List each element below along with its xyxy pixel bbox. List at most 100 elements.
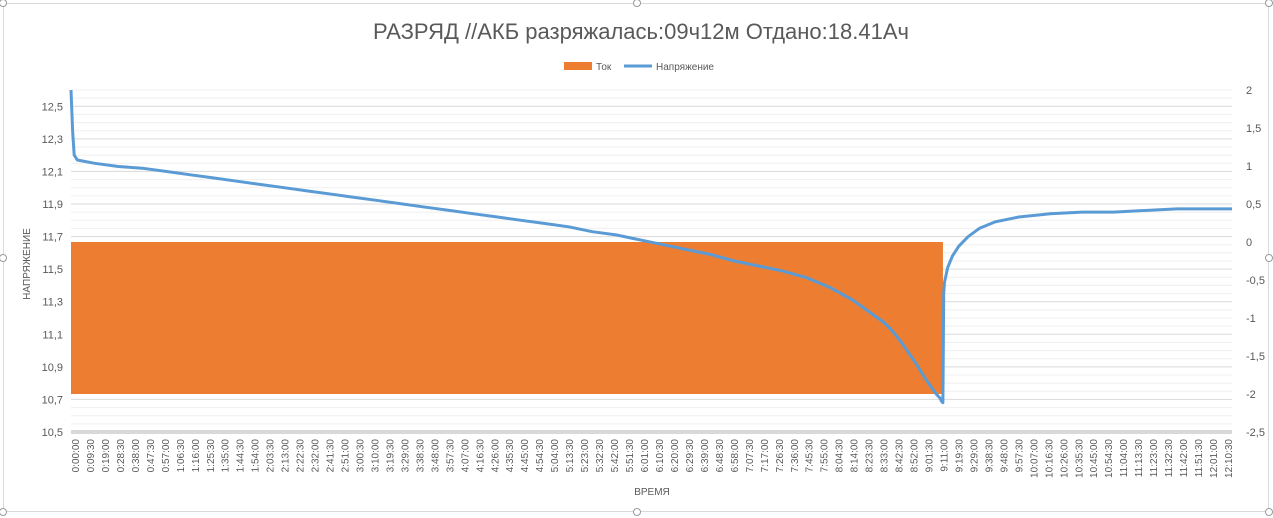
x-tick-label: 2:51:00 bbox=[341, 439, 352, 473]
x-tick-label: 10:54:30 bbox=[1104, 439, 1115, 478]
x-tick-label: 6:58:00 bbox=[730, 439, 741, 473]
y-right-tick-label: 0 bbox=[1246, 237, 1252, 249]
x-tick-label: 9:11:00 bbox=[940, 439, 951, 472]
y-right-tick-label: 1,5 bbox=[1246, 123, 1261, 135]
y-left-tick-label: 11,5 bbox=[42, 264, 63, 276]
x-tick-label: 11:32:30 bbox=[1164, 439, 1175, 478]
chart-svg: РАЗРЯД //АКБ разряжалась:09ч12м Отдано:1… bbox=[22, 19, 1265, 498]
legend: Ток Напряжение bbox=[564, 62, 714, 73]
x-tick-label: 5:32:30 bbox=[595, 439, 606, 473]
x-tick-label: 10:07:00 bbox=[1029, 439, 1040, 478]
voltage-series bbox=[69, 89, 1232, 405]
y-axis-right: -2,5 -2 -1,5 -1 -0,5 0 0,5 1 1,5 2 bbox=[1246, 85, 1265, 439]
x-tick-label: 8:04:30 bbox=[835, 439, 846, 473]
y-right-tick-label: -2,5 bbox=[1246, 427, 1265, 439]
x-tick-label: 8:52:00 bbox=[910, 439, 921, 473]
y-right-tick-label: 2 bbox=[1246, 85, 1252, 97]
x-tick-label: 8:33:00 bbox=[880, 439, 891, 473]
x-tick-label: 7:26:30 bbox=[775, 439, 786, 473]
x-tick-label: 4:16:30 bbox=[475, 439, 486, 473]
x-tick-label: 5:13:30 bbox=[565, 439, 576, 473]
x-tick-label: 9:57:30 bbox=[1014, 439, 1025, 473]
x-axis-title: ВРЕМЯ bbox=[634, 487, 670, 498]
resize-handle-top-right[interactable] bbox=[1265, 0, 1273, 7]
x-tick-label: 3:10:00 bbox=[371, 439, 382, 473]
x-tick-label: 10:35:30 bbox=[1074, 439, 1085, 478]
x-tick-label: 7:07:30 bbox=[745, 439, 756, 473]
x-tick-label: 11:23:00 bbox=[1149, 439, 1160, 478]
x-tick-label: 9:29:00 bbox=[969, 439, 980, 473]
x-tick-label: 3:48:00 bbox=[430, 439, 441, 473]
x-tick-label: 11:51:30 bbox=[1194, 439, 1205, 478]
y-right-tick-label: -0,5 bbox=[1246, 275, 1265, 287]
y-left-tick-label: 11,3 bbox=[42, 297, 63, 309]
x-tick-label: 12:01:00 bbox=[1209, 439, 1220, 478]
y-left-tick-label: 11,7 bbox=[42, 232, 63, 244]
x-tick-label: 1:35:00 bbox=[221, 439, 232, 473]
x-tick-label: 9:19:30 bbox=[955, 439, 966, 473]
x-tick-label: 3:00:30 bbox=[356, 439, 367, 473]
x-tick-label: 6:10:30 bbox=[655, 439, 666, 473]
y-right-tick-label: -1 bbox=[1246, 313, 1256, 325]
y-right-tick-label: -1,5 bbox=[1246, 351, 1265, 363]
resize-handle-top[interactable] bbox=[633, 0, 641, 7]
y-left-tick-label: 10,7 bbox=[42, 394, 63, 406]
x-tick-label: 3:29:00 bbox=[400, 439, 411, 473]
y-axis-left: 10,5 10,7 10,9 11,1 11,3 11,5 11,7 11,9 12,1 12,3… bbox=[42, 101, 63, 439]
y-left-tick-label: 12,3 bbox=[42, 134, 63, 146]
legend-label-current: Ток bbox=[596, 62, 612, 73]
x-tick-label: 7:17:00 bbox=[760, 439, 771, 473]
y-left-tick-label: 11,1 bbox=[42, 329, 63, 341]
x-tick-label: 5:51:30 bbox=[625, 439, 636, 473]
x-tick-label: 3:57:30 bbox=[445, 439, 456, 473]
x-tick-label: 7:36:00 bbox=[790, 439, 801, 473]
legend-swatch-current bbox=[564, 62, 592, 70]
x-tick-label: 0:00:00 bbox=[71, 439, 82, 473]
x-tick-label: 2:13:00 bbox=[281, 439, 292, 473]
chart-title: РАЗРЯД //АКБ разряжалась:09ч12м Отдано:1… bbox=[373, 19, 909, 44]
x-tick-label: 10:45:00 bbox=[1089, 439, 1100, 478]
resize-handle-top-left[interactable] bbox=[0, 0, 7, 7]
x-tick-label: 10:16:30 bbox=[1044, 439, 1055, 478]
x-tick-label: 1:25:30 bbox=[206, 439, 217, 473]
x-tick-label: 3:38:30 bbox=[415, 439, 426, 473]
x-tick-label: 0:19:00 bbox=[101, 439, 112, 473]
resize-handle-left[interactable] bbox=[0, 254, 7, 262]
x-tick-label: 8:42:30 bbox=[895, 439, 906, 473]
x-tick-label: 3:19:30 bbox=[386, 439, 397, 473]
x-tick-label: 5:23:00 bbox=[580, 439, 591, 473]
y-left-tick-label: 12,5 bbox=[42, 101, 63, 113]
y-right-tick-label: 1 bbox=[1246, 161, 1252, 173]
y-right-tick-label: 0,5 bbox=[1246, 199, 1261, 211]
x-tick-label: 4:45:00 bbox=[520, 439, 531, 473]
x-tick-label: 5:04:00 bbox=[550, 439, 561, 473]
x-tick-label: 6:48:30 bbox=[715, 439, 726, 473]
voltage-line bbox=[69, 89, 1232, 405]
x-axis: 0:00:00 0:09:30 0:19:00 0:28:30 0:38:00 0:47:… bbox=[71, 430, 1235, 478]
x-tick-label: 7:45:30 bbox=[805, 439, 816, 473]
resize-handle-right[interactable] bbox=[1265, 254, 1273, 262]
y-right-tick-label: -2 bbox=[1246, 389, 1256, 401]
x-tick-label: 1:44:30 bbox=[236, 439, 247, 473]
x-tick-label: 4:35:30 bbox=[505, 439, 516, 473]
x-tick-label: 2:41:30 bbox=[326, 439, 337, 473]
x-tick-label: 9:48:00 bbox=[999, 439, 1010, 473]
x-tick-label: 2:32:00 bbox=[311, 439, 322, 473]
x-tick-label: 1:54:00 bbox=[251, 439, 262, 473]
x-tick-label: 6:20:00 bbox=[670, 439, 681, 473]
x-tick-label: 12:10:30 bbox=[1224, 439, 1235, 478]
y-left-tick-label: 12,1 bbox=[42, 166, 63, 178]
x-tick-label: 5:42:00 bbox=[610, 439, 621, 473]
x-tick-label: 6:39:00 bbox=[700, 439, 711, 473]
x-tick-label: 9:01:30 bbox=[925, 439, 936, 473]
x-tick-label: 6:01:00 bbox=[640, 439, 651, 473]
y-left-tick-label: 10,5 bbox=[42, 427, 63, 439]
x-tick-label: 4:07:00 bbox=[460, 439, 471, 473]
x-tick-label: 11:04:00 bbox=[1119, 439, 1130, 478]
y-axis-title: НАПРЯЖЕНИЕ bbox=[22, 228, 33, 300]
x-tick-label: 4:54:30 bbox=[535, 439, 546, 473]
x-tick-label: 2:03:30 bbox=[266, 439, 277, 473]
x-tick-label: 4:26:00 bbox=[490, 439, 501, 473]
current-bar bbox=[71, 242, 943, 394]
